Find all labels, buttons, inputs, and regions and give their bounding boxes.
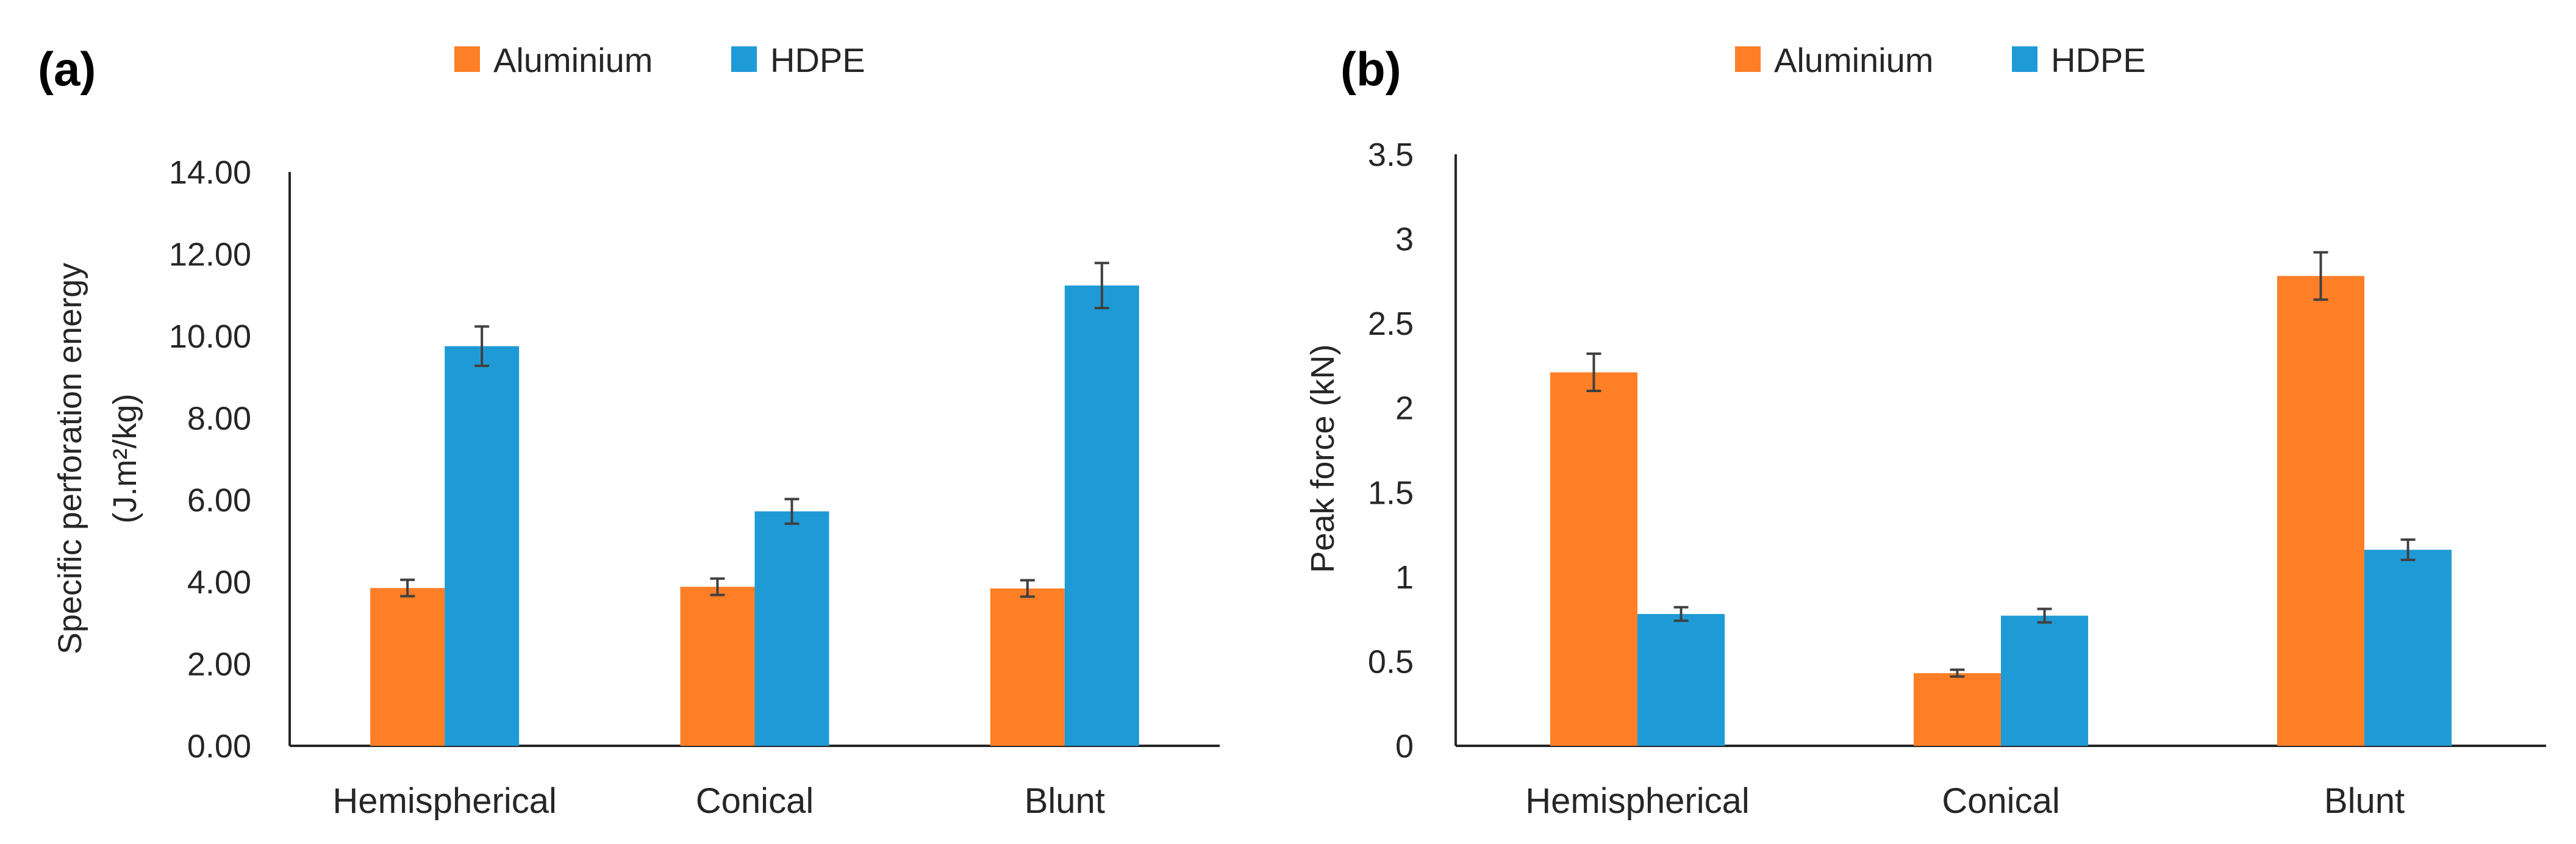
bar-hdpe-conical — [2001, 615, 2089, 746]
legend-label: HDPE — [770, 41, 865, 79]
bar-aluminium-hemispherical — [370, 588, 445, 746]
y-tick-label: 1 — [1395, 559, 1414, 596]
legend-label: HDPE — [2051, 41, 2146, 79]
x-tick-label: Conical — [696, 781, 814, 821]
bar-hdpe-hemispherical — [1637, 613, 1725, 746]
bar-hdpe-conical — [754, 511, 829, 746]
y-tick-label: 2.5 — [1368, 306, 1414, 342]
legend-swatch-aluminium — [454, 46, 480, 72]
y-tick-label: 0 — [1395, 728, 1414, 765]
y-axis-title: (J.m²/kg) — [107, 394, 143, 524]
legend-label: Aluminium — [493, 41, 653, 79]
y-tick-label: 6.00 — [187, 482, 251, 519]
y-tick-label: 1.5 — [1368, 474, 1414, 511]
bar-hdpe-blunt — [1064, 285, 1139, 746]
y-tick-label: 10.00 — [169, 318, 251, 355]
panel-label: (b) — [1340, 42, 1401, 96]
x-tick-label: Conical — [1942, 781, 2059, 821]
y-tick-label: 4.00 — [187, 564, 251, 601]
legend-label: Aluminium — [1774, 41, 1933, 79]
legend-swatch-hdpe — [731, 46, 757, 72]
bar-aluminium-blunt — [990, 588, 1065, 746]
y-tick-label: 3.5 — [1368, 137, 1414, 173]
x-tick-label: Blunt — [1025, 781, 1105, 821]
x-tick-label: Blunt — [2324, 781, 2405, 821]
bar-hdpe-hemispherical — [445, 346, 520, 746]
y-tick-label: 8.00 — [187, 400, 251, 437]
legend-swatch-hdpe — [2012, 46, 2038, 72]
y-tick-label: 14.00 — [169, 154, 251, 191]
bar-aluminium-blunt — [2277, 276, 2364, 746]
bar-aluminium-conical — [1913, 673, 2001, 746]
bar-aluminium-conical — [680, 587, 755, 746]
legend-swatch-aluminium — [1735, 46, 1761, 72]
bar-aluminium-hemispherical — [1550, 372, 1637, 746]
bar-hdpe-blunt — [2364, 549, 2452, 746]
y-axis-title: Peak force (kN) — [1304, 344, 1341, 573]
y-tick-label: 0.00 — [187, 728, 251, 765]
x-tick-label: Hemispherical — [332, 781, 556, 821]
x-tick-label: Hemispherical — [1525, 781, 1749, 821]
y-tick-label: 2.00 — [187, 646, 251, 683]
y-tick-label: 0.5 — [1368, 643, 1414, 680]
y-tick-label: 2 — [1395, 390, 1414, 427]
y-tick-label: 3 — [1395, 221, 1414, 258]
y-tick-label: 12.00 — [169, 236, 251, 273]
panel-label: (a) — [38, 42, 96, 96]
y-axis-title: Specific perforation energy — [52, 263, 88, 654]
